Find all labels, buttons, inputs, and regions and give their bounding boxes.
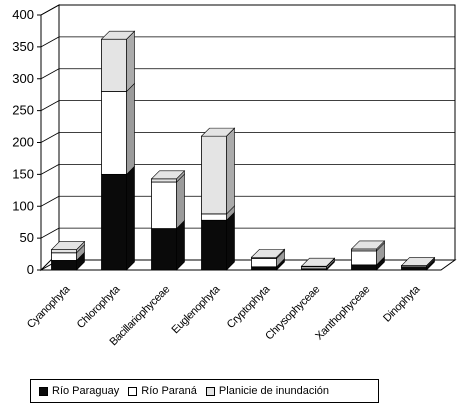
- bar-side: [126, 165, 135, 271]
- bar-top: [400, 257, 436, 266]
- gridline-side: [40, 100, 60, 111]
- bar-segment: [151, 173, 185, 230]
- bar-side: [126, 82, 135, 176]
- gridline-side: [40, 68, 60, 80]
- bar-side: [226, 127, 235, 215]
- legend-swatch-planicie: [205, 386, 215, 396]
- bar-side: [226, 211, 235, 271]
- gridline-side: [40, 36, 60, 48]
- bar-segment: [101, 30, 135, 93]
- bar-side: [176, 173, 185, 230]
- bar-top: [150, 170, 186, 180]
- bar-front: [51, 249, 77, 254]
- x-tick-label: Dinophyta: [381, 283, 423, 325]
- x-tick-label: Chlorophyta: [75, 283, 123, 331]
- bar-front: [101, 173, 127, 271]
- bars: [50, 30, 436, 271]
- legend-item-rio-parana: Río Paraná: [128, 385, 197, 397]
- bar-top: [250, 248, 286, 258]
- y-tick-label: 350: [12, 39, 34, 54]
- bar-top: [100, 30, 136, 40]
- y-tick-label: 150: [12, 166, 34, 181]
- bar-front: [251, 258, 277, 268]
- bar-front: [51, 260, 77, 271]
- bar-front: [351, 264, 377, 271]
- y-tick-label: 300: [12, 71, 34, 86]
- y-tick-label: 50: [20, 230, 34, 245]
- gridline-side: [40, 132, 60, 143]
- bar-segment: [351, 240, 385, 252]
- bar-front: [151, 181, 177, 229]
- y-tick-label: 400: [12, 7, 34, 22]
- bar-front: [351, 250, 377, 266]
- bar-segment: [201, 127, 235, 215]
- bar-top: [50, 241, 86, 250]
- bar-front: [151, 228, 177, 271]
- bar-front: [151, 178, 177, 183]
- bar-segment: [151, 219, 185, 271]
- bar-segment: [101, 82, 135, 176]
- x-tick-label: Euglenophyta: [169, 283, 223, 337]
- gridline-side: [40, 4, 60, 16]
- y-tick-label: 250: [12, 103, 34, 118]
- bar-top: [350, 240, 386, 250]
- bar-side: [126, 30, 135, 93]
- bar-front: [201, 219, 227, 271]
- bar-front: [101, 91, 127, 175]
- legend-label-planicie: Planicie de inundación: [218, 385, 330, 397]
- bar-segment: [201, 211, 235, 271]
- legend-item-rio-paraguay: Río Paraguay: [39, 385, 119, 397]
- legend-label-rio-parana: Río Paraná: [141, 385, 197, 397]
- bar-segment: [351, 242, 385, 266]
- gridline-side: [40, 164, 60, 175]
- bar-top: [200, 127, 236, 137]
- legend-swatch-rio-parana: [128, 386, 138, 396]
- bar-front: [201, 135, 227, 215]
- x-tick-label: Cyanophyta: [25, 283, 73, 331]
- bar-front: [251, 266, 277, 271]
- bar-front: [51, 252, 77, 261]
- axes: [37, 4, 457, 272]
- bar-top: [300, 257, 336, 267]
- y-tick-label: 200: [12, 135, 34, 150]
- x-tick-label: Cryptophyta: [225, 283, 273, 331]
- legend-swatch-rio-paraguay: [39, 386, 48, 396]
- x-tick-labels: Cyanophyta ChlorophytaBacillariophyceaeEu…: [25, 283, 423, 349]
- legend-label-rio-paraguay: Río Paraguay: [52, 385, 120, 397]
- y-tick-label: 0: [27, 262, 34, 277]
- legend: Río Paraguay Río Paraná Planicie de inun…: [30, 379, 379, 403]
- bar-front: [101, 38, 127, 92]
- y-tick-label: 100: [12, 198, 34, 213]
- gridline-side: [40, 195, 60, 207]
- bar-side: [176, 219, 185, 271]
- bar-segment: [101, 165, 135, 271]
- bar-front: [201, 213, 227, 221]
- legend-item-planicie: Planicie de inundación: [205, 385, 330, 397]
- y-tick-labels: 0 50 100 150 200 250 300 350 400: [12, 7, 34, 277]
- gridline-side: [40, 227, 60, 239]
- x-tick-label: Xanthophyceae: [313, 283, 372, 342]
